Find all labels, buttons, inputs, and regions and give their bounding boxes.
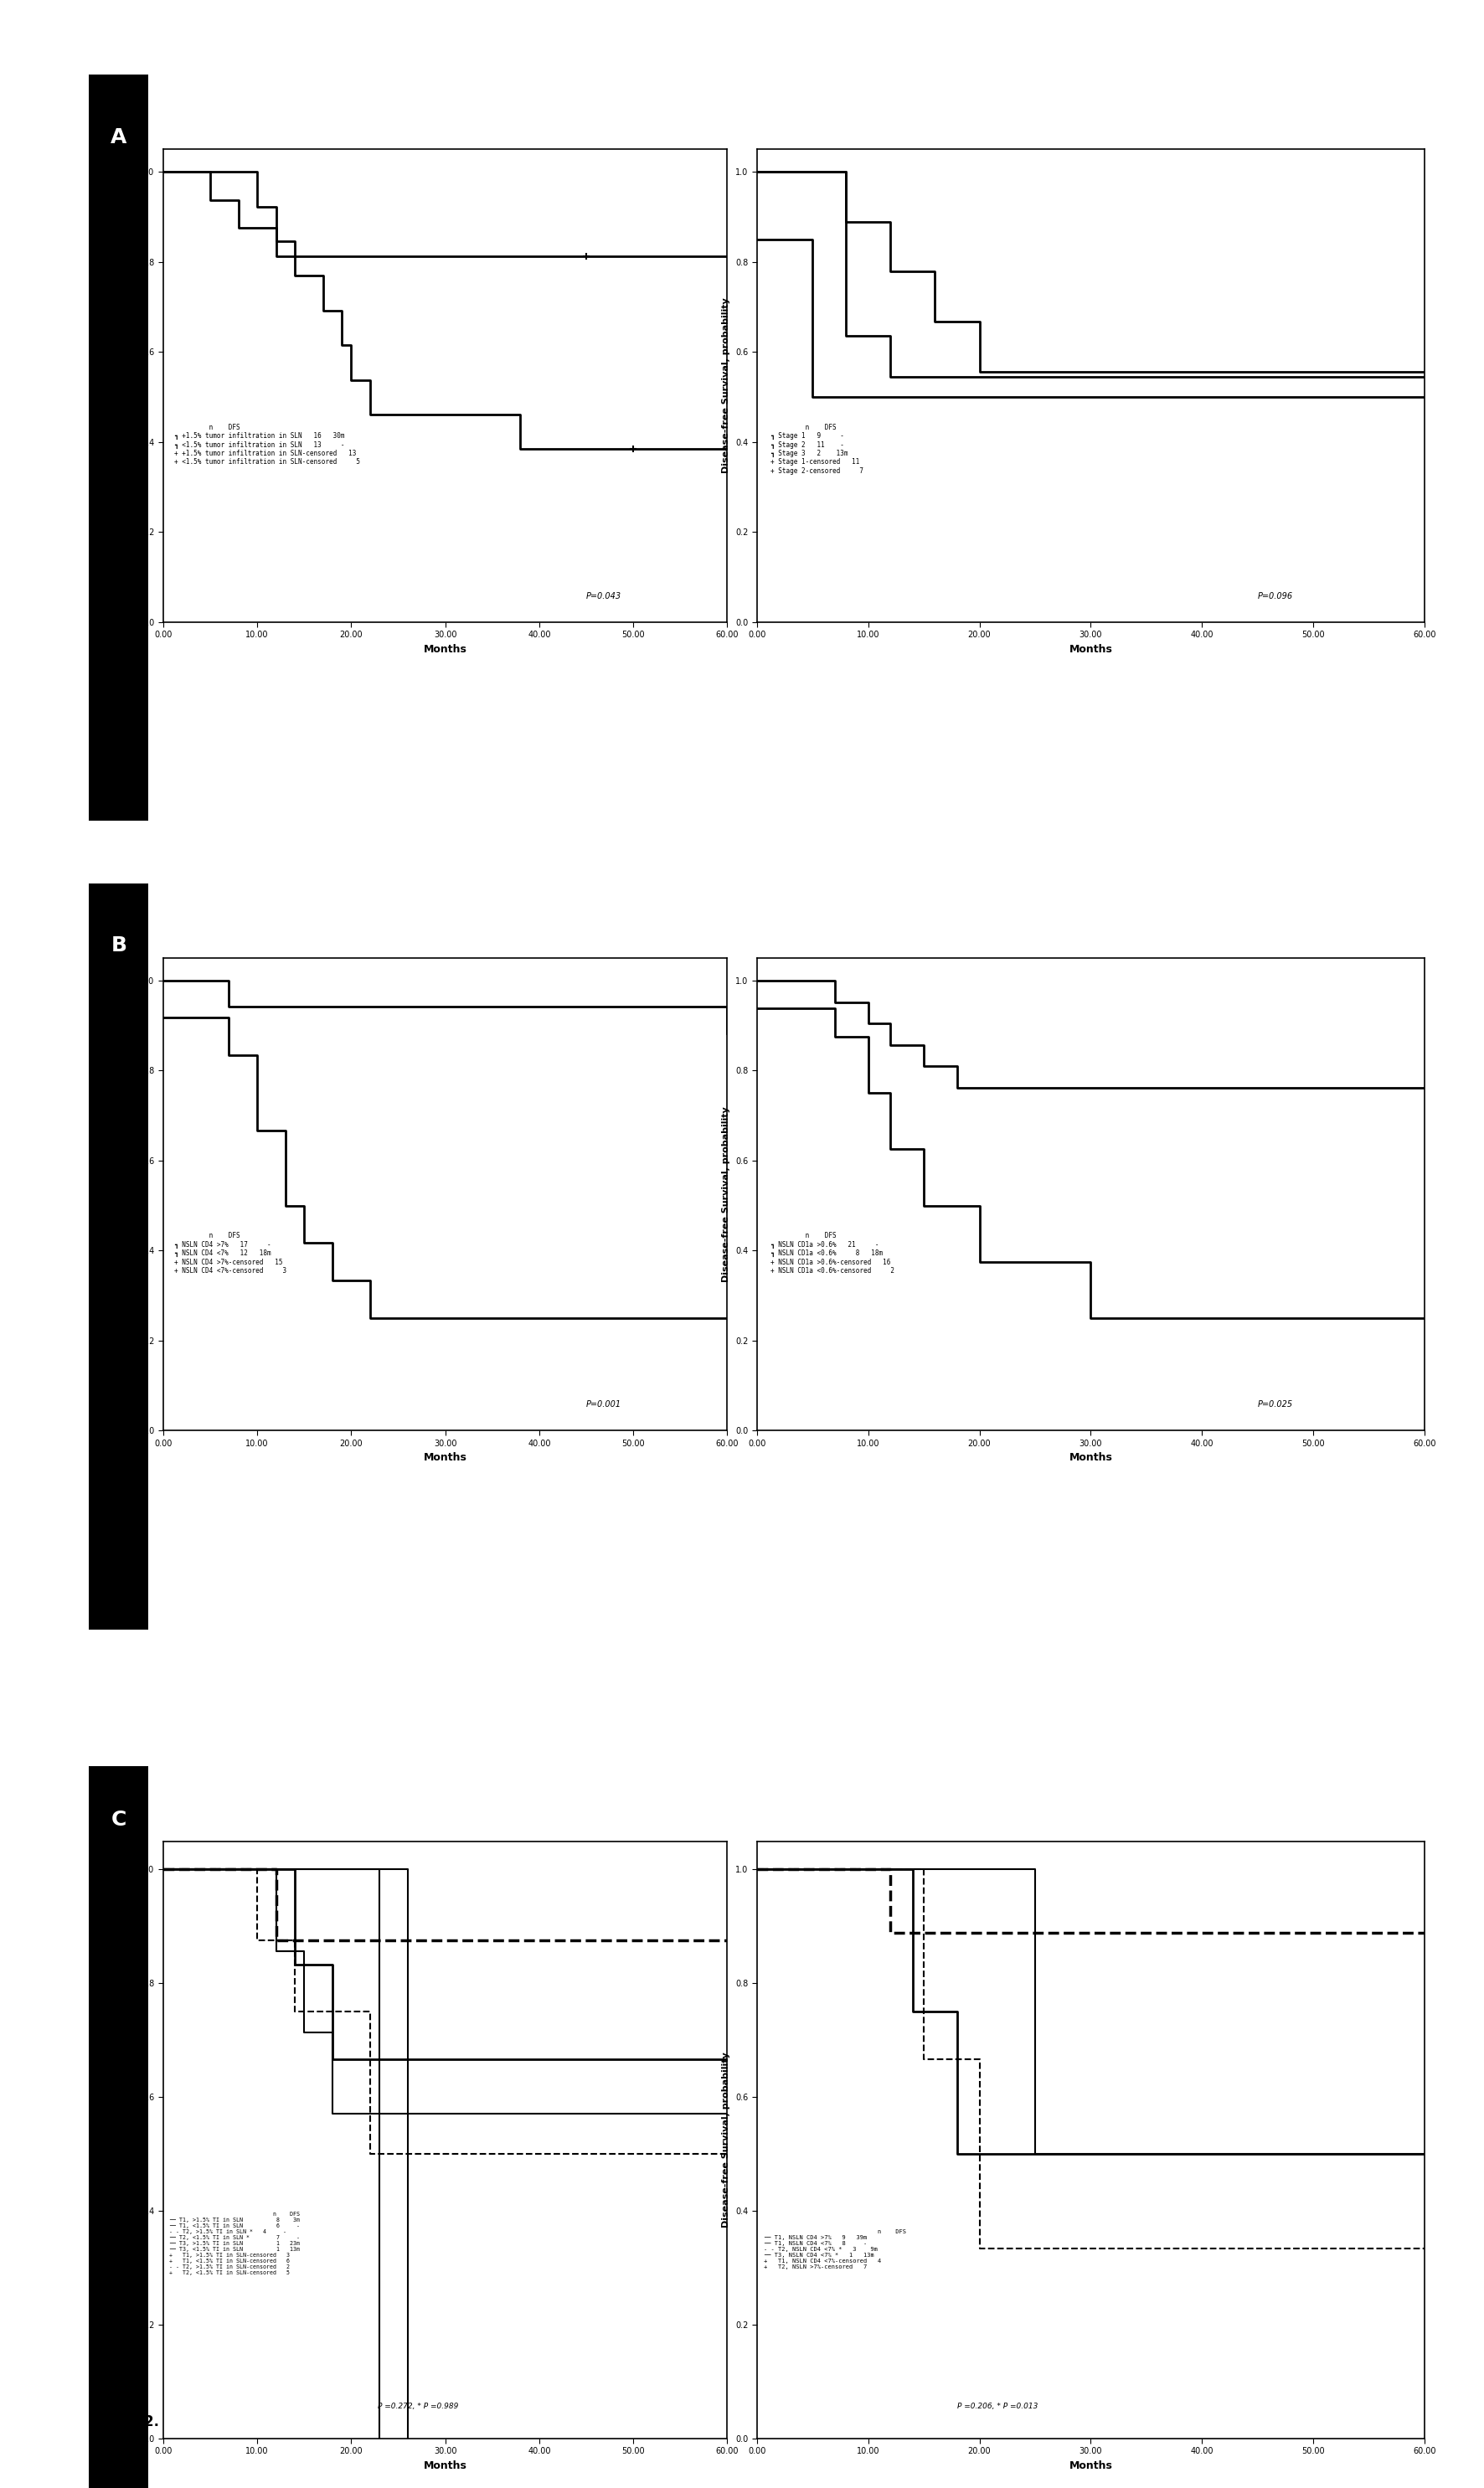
Text: P=0.043: P=0.043 (586, 592, 622, 600)
Text: n    DFS
┓ Stage 1   9     -
┓ Stage 2   11    -
┓ Stage 3   2    13m
+ Stage 1-: n DFS ┓ Stage 1 9 - ┓ Stage 2 11 - ┓ Sta… (770, 423, 864, 475)
Text: n    DFS
┓ +1.5% tumor infiltration in SLN   16   30m
┓ <1.5% tumor infiltration: n DFS ┓ +1.5% tumor infiltration in SLN … (175, 423, 361, 465)
Text: P=0.096: P=0.096 (1257, 592, 1293, 600)
Y-axis label: Disease-free Survival, probability: Disease-free Survival, probability (129, 1107, 137, 1281)
Text: n    DFS
┓ NSLN CD4 >7%   17     -
┓ NSLN CD4 <7%   12   18m
+ NSLN CD4 >7%-cens: n DFS ┓ NSLN CD4 >7% 17 - ┓ NSLN CD4 <7%… (175, 1232, 286, 1274)
X-axis label: Months: Months (423, 2461, 467, 2471)
X-axis label: Months: Months (1068, 644, 1113, 654)
Text: A: A (111, 127, 126, 147)
Text: P =0.272, * P =0.989: P =0.272, * P =0.989 (377, 2403, 459, 2411)
Y-axis label: Disease-free Survival, probability: Disease-free Survival, probability (723, 2053, 730, 2227)
X-axis label: Months: Months (1068, 2461, 1113, 2471)
Y-axis label: Disease-free Survival, probability: Disease-free Survival, probability (723, 299, 730, 473)
Y-axis label: Disease-free Survival, probability: Disease-free Survival, probability (129, 299, 137, 473)
X-axis label: Months: Months (423, 644, 467, 654)
Text: Figure 2.: Figure 2. (89, 2413, 159, 2428)
Text: n    DFS
── T1, >1.5% TI in SLN          8    3m
── T1, <1.5% TI in SLN         : n DFS ── T1, >1.5% TI in SLN 8 3m ── T1,… (169, 2212, 300, 2274)
X-axis label: Months: Months (1068, 1453, 1113, 1463)
Text: P=0.001: P=0.001 (586, 1401, 622, 1408)
Text: n    DFS
┓ NSLN CD1a >0.6%   21     -
┓ NSLN CD1a <0.6%     8   18m
+ NSLN CD1a : n DFS ┓ NSLN CD1a >0.6% 21 - ┓ NSLN CD1a… (770, 1232, 895, 1274)
Text: P=0.025: P=0.025 (1257, 1401, 1293, 1408)
Text: C: C (111, 1811, 126, 1831)
Text: n    DFS
── T1, NSLN CD4 >7%   9   39m
── T1, NSLN CD4 <7%   8     -
- - T2, NSL: n DFS ── T1, NSLN CD4 >7% 9 39m ── T1, N… (763, 2229, 905, 2269)
Y-axis label: Disease-free Survival, probability: Disease-free Survival, probability (723, 1107, 730, 1281)
Text: B: B (111, 935, 126, 955)
X-axis label: Months: Months (423, 1453, 467, 1463)
Text: P =0.206, * P =0.013: P =0.206, * P =0.013 (957, 2403, 1037, 2411)
Y-axis label: Disease-free Survival, probability: Disease-free Survival, probability (129, 2053, 137, 2227)
